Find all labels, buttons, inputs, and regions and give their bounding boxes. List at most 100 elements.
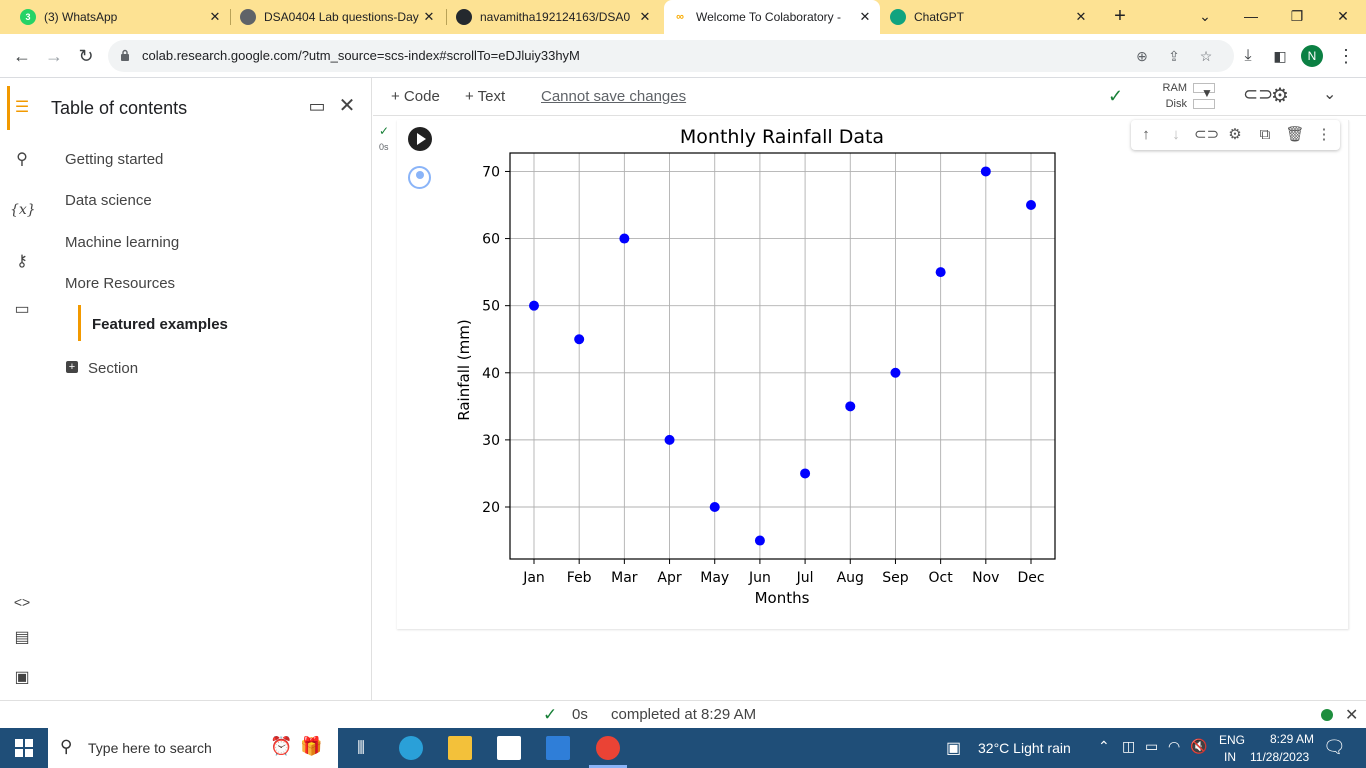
url-text[interactable]: colab.research.google.com/?utm_source=sc… [142, 48, 580, 63]
cannot-save-link[interactable]: Cannot save changes [541, 88, 687, 105]
zoom-icon[interactable]: ⊕ [1136, 48, 1148, 64]
command-palette-icon[interactable]: ▤ [14, 629, 30, 646]
open-in-tab-icon[interactable]: ▭ [308, 96, 326, 116]
cell-more-icon[interactable]: ⋮ [1316, 126, 1332, 143]
toc-item-more-resources[interactable]: More Resources [65, 275, 176, 292]
toc-item-getting-started[interactable]: Getting started [65, 151, 164, 168]
close-icon[interactable]: ✕ [1075, 9, 1087, 24]
tab-dsa-lab-questions[interactable]: DSA0404 Lab questions-Day ✕ [232, 0, 444, 34]
bookmark-star-icon[interactable]: ☆ [1199, 48, 1213, 64]
data-point [529, 300, 539, 311]
delete-cell-icon[interactable]: 🗑 [1285, 126, 1305, 143]
collapse-chevron-icon[interactable]: ⌄ [1323, 86, 1337, 103]
tab-search-chevron-icon[interactable]: ⌄ [1199, 8, 1211, 24]
settings-gear-icon[interactable]: ⚙ [1271, 85, 1289, 107]
wifi-icon[interactable]: ◠ [1168, 738, 1181, 754]
show-hidden-icons-icon[interactable]: ⌃ [1098, 738, 1110, 754]
chatgpt-icon [890, 9, 906, 25]
data-point [664, 434, 675, 445]
weather-text[interactable]: 32°C Light rain [978, 740, 1071, 756]
minimize-icon[interactable]: — [1244, 8, 1258, 24]
language-in[interactable]: IN [1224, 750, 1236, 764]
microsoft-store-icon[interactable] [497, 736, 521, 760]
move-down-icon[interactable]: ↓ [1172, 126, 1180, 143]
runtime-dropdown-icon[interactable]: ▼ [1201, 86, 1213, 100]
tab-colab[interactable]: ∞ Welcome To Colaboratory - ✕ [664, 0, 880, 34]
terminal-icon[interactable]: ▣ [14, 669, 30, 686]
link-icon[interactable]: ⊂⊃ [1243, 84, 1274, 104]
mirror-cell-icon[interactable]: ⧉ [1259, 126, 1271, 143]
tab-title: (3) WhatsApp [44, 10, 118, 24]
search-icon[interactable]: ⚲ [16, 151, 28, 168]
windows-start-icon[interactable] [15, 739, 33, 757]
volume-muted-icon[interactable]: 🔇 [1190, 738, 1208, 754]
y-axis-label: Rainfall (mm) [455, 319, 473, 420]
table-of-contents-icon[interactable]: ☰ [14, 99, 30, 116]
rail-active-indicator [7, 86, 10, 130]
variables-icon[interactable]: {x} [10, 202, 36, 218]
mail-icon[interactable] [546, 736, 570, 760]
new-tab-button[interactable]: + [1114, 5, 1126, 27]
tab-chatgpt[interactable]: ChatGPT ✕ [882, 0, 1096, 34]
weather-icon: ▣ [946, 740, 962, 757]
toc-item-data-science[interactable]: Data science [65, 192, 152, 209]
move-up-icon[interactable]: ↑ [1142, 126, 1150, 143]
battery-icon[interactable]: ▭ [1145, 738, 1159, 754]
browser-toolbar: ← → ↻ colab.research.google.com/?utm_sou… [0, 34, 1366, 78]
taskbar-search[interactable]: ⚲ Type here to search ⏰ 🎁 [48, 728, 338, 768]
notebook-toolbar: + Code + Text Cannot save changes ✓ RAM … [373, 78, 1366, 116]
window-close-icon[interactable]: ✕ [1337, 8, 1349, 24]
chrome-icon[interactable] [596, 736, 620, 760]
add-section-icon[interactable]: + [66, 361, 78, 373]
reload-icon[interactable]: ↻ [78, 46, 94, 66]
y-tick-label: 60 [482, 232, 500, 248]
toc-add-section[interactable]: Section [88, 360, 139, 377]
profile-avatar[interactable]: N [1301, 45, 1323, 67]
download-icon[interactable]: ⤓ [1244, 47, 1252, 64]
browser-menu-icon[interactable]: ⋮ [1337, 46, 1355, 66]
restore-icon[interactable]: ❐ [1290, 8, 1304, 24]
status-close-icon[interactable]: ✕ [1345, 707, 1359, 724]
clock-time[interactable]: 8:29 AM [1269, 732, 1314, 746]
tab-divider [446, 9, 447, 25]
secrets-key-icon[interactable]: ⚷ [16, 253, 28, 270]
add-code-button[interactable]: + Code [391, 88, 440, 105]
side-panel-icon[interactable]: ◧ [1273, 48, 1287, 64]
forward-arrow-icon[interactable]: → [45, 46, 63, 66]
x-tick-label: Dec [1017, 570, 1044, 586]
tab-github[interactable]: navamitha192124163/DSA0 ✕ [448, 0, 660, 34]
table-of-contents-panel: Table of contents ▭ ✕ Getting started Da… [45, 78, 372, 700]
x-tick-label: Aug [837, 570, 864, 586]
close-icon[interactable]: ✕ [639, 9, 651, 24]
clock-date[interactable]: 11/28/2023 [1250, 750, 1310, 764]
toc-item-machine-learning[interactable]: Machine learning [65, 234, 180, 251]
tab-title: DSA0404 Lab questions-Day [264, 10, 419, 24]
close-icon[interactable]: ✕ [209, 9, 221, 24]
code-snippets-icon[interactable]: <> [13, 594, 31, 610]
cell-settings-icon[interactable]: ⚙ [1228, 126, 1242, 143]
meet-now-icon[interactable]: ◫ [1122, 738, 1136, 754]
task-view-icon[interactable]: ⫴ [357, 738, 365, 758]
edge-browser-icon[interactable] [399, 736, 423, 760]
toc-title: Table of contents [51, 98, 188, 118]
run-cell-button[interactable] [408, 127, 432, 151]
share-icon[interactable]: ⇪ [1168, 48, 1180, 64]
cell-link-icon[interactable]: ⊂⊃ [1194, 126, 1220, 143]
close-icon[interactable]: ✕ [859, 9, 871, 24]
notifications-icon[interactable]: 🗨 [1323, 737, 1346, 757]
address-bar[interactable]: colab.research.google.com/?utm_source=sc… [108, 40, 1234, 72]
files-folder-icon[interactable]: ▭ [14, 301, 30, 318]
resource-labels[interactable]: RAM Disk [1133, 80, 1187, 112]
tab-whatsapp[interactable]: 3 (3) WhatsApp ✕ [12, 0, 230, 34]
file-explorer-icon[interactable] [448, 736, 472, 760]
add-text-button[interactable]: + Text [465, 88, 506, 105]
toc-item-featured-examples[interactable]: Featured examples [92, 316, 228, 333]
data-point [935, 267, 946, 278]
code-cell[interactable] [397, 120, 1349, 629]
close-panel-icon[interactable]: ✕ [338, 95, 356, 117]
close-icon[interactable]: ✕ [423, 9, 435, 24]
back-arrow-icon[interactable]: ← [13, 46, 31, 66]
language-eng[interactable]: ENG [1219, 733, 1246, 747]
cell-toolbar: ↑ ↓ ⊂⊃ ⚙ ⧉ 🗑 ⋮ [1131, 120, 1340, 150]
x-tick-label: Jan [522, 570, 545, 586]
